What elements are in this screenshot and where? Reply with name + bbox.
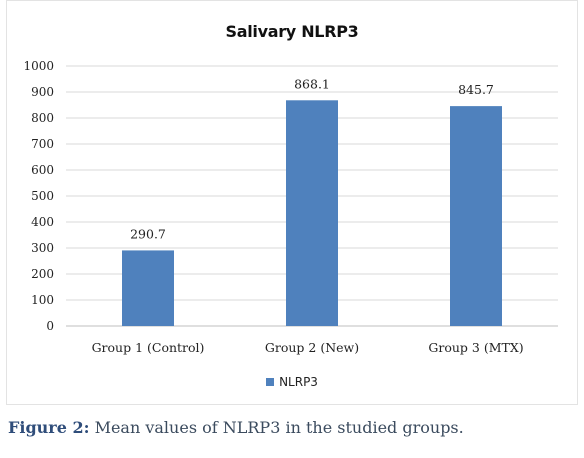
bar-1	[122, 250, 174, 326]
legend: NLRP3	[0, 375, 584, 389]
chart-title: Salivary NLRP3	[225, 22, 359, 41]
x-tick-label-1: Group 1 (Control)	[92, 340, 205, 355]
data-label-2: 868.1	[294, 76, 330, 91]
bar-3	[450, 106, 502, 326]
data-label-3: 845.7	[458, 82, 494, 97]
x-tick-label-3: Group 3 (MTX)	[428, 340, 523, 355]
y-tick-label-300: 300	[31, 241, 54, 255]
caption-label: Figure 2:	[8, 418, 90, 437]
bar-2	[286, 100, 338, 326]
data-labels: 290.7 868.1 845.7	[130, 76, 494, 241]
figure-caption: Figure 2: Mean values of NLRP3 in the st…	[8, 418, 464, 437]
bar-chart: 0 100 200 300 400 500 600 700 800 900 1000 290.7 86…	[23, 59, 558, 355]
y-tick-label-700: 700	[31, 137, 54, 151]
y-tick-label-900: 900	[31, 85, 54, 99]
y-tick-label-800: 800	[31, 111, 54, 125]
y-tick-label-500: 500	[31, 189, 54, 203]
y-tick-label-1000: 1000	[23, 59, 54, 73]
y-axis-ticks: 0 100 200 300 400 500 600 700 800 900 1000	[23, 59, 54, 333]
x-tick-label-2: Group 2 (New)	[265, 340, 359, 355]
y-tick-label-400: 400	[31, 215, 54, 229]
y-tick-label-200: 200	[31, 267, 54, 281]
x-axis-ticks: Group 1 (Control) Group 2 (New) Group 3 (M…	[92, 340, 524, 355]
y-tick-label-100: 100	[31, 293, 54, 307]
y-tick-label-0: 0	[46, 319, 54, 333]
bars	[122, 100, 502, 326]
legend-swatch-nlrp3	[266, 378, 275, 386]
legend-label-nlrp3: NLRP3	[279, 375, 318, 389]
y-tick-label-600: 600	[31, 163, 54, 177]
caption-text: Mean values of NLRP3 in the studied grou…	[89, 418, 464, 437]
data-label-1: 290.7	[130, 226, 166, 241]
